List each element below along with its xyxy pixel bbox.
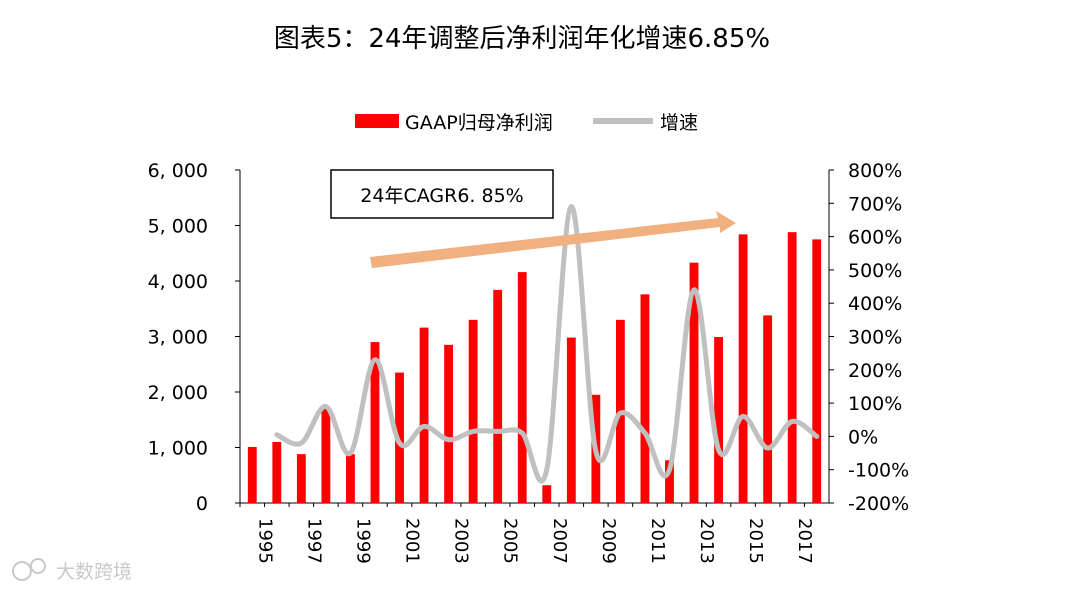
bar-2002 <box>419 327 429 503</box>
bar-2014 <box>714 337 723 503</box>
right-tick-label: 400% <box>848 293 902 315</box>
right-tick-label: 600% <box>848 227 902 249</box>
bar-2016 <box>763 315 773 503</box>
right-tick-label: 500% <box>848 260 902 282</box>
bar-1999 <box>346 454 355 503</box>
right-tick-label: -200% <box>848 493 909 515</box>
bar-1995 <box>247 446 257 503</box>
watermark-logo-icon-2 <box>30 558 46 574</box>
x-tick-label: 2017 <box>794 518 815 564</box>
right-tick-label: 0% <box>848 426 878 448</box>
x-tick-label: 2013 <box>696 518 717 564</box>
bar-2000 <box>370 342 380 503</box>
bar-1998 <box>321 408 331 503</box>
right-axis-ticks: -200% -100% 0% 100% 200% 300% 400% 500% 600% 700%… <box>829 160 909 515</box>
right-tick-label: 800% <box>848 160 902 182</box>
x-tick-label: 2009 <box>598 518 619 564</box>
bar-2017 <box>787 232 797 503</box>
bar-2011 <box>640 294 650 503</box>
x-tick-label: 2007 <box>549 518 570 564</box>
bar-1996 <box>272 441 282 503</box>
bar-2015 <box>738 234 748 503</box>
watermark-logo-icon <box>12 561 32 581</box>
legend-label-line: 增速 <box>660 112 698 134</box>
watermark: 大数跨境 <box>12 558 132 583</box>
left-tick-label: 3, 000 <box>148 327 208 349</box>
legend: GAAP归母净利润 增速 <box>355 112 698 134</box>
bar-2003 <box>444 344 454 503</box>
bar-2004 <box>468 319 478 503</box>
legend-label-bar: GAAP归母净利润 <box>405 112 553 134</box>
right-tick-label: 100% <box>848 393 902 415</box>
bar-2012 <box>665 460 674 503</box>
left-tick-label: 6, 000 <box>148 160 208 182</box>
cagr-text: 24年CAGR6. 85% <box>360 185 523 207</box>
bar-2013 <box>689 262 699 503</box>
x-tick-label: 2001 <box>402 518 423 564</box>
bar-2007 <box>542 485 552 503</box>
x-tick-label: 2015 <box>745 518 766 564</box>
x-tick-label: 1995 <box>254 518 275 564</box>
right-tick-label: 200% <box>848 360 902 382</box>
left-tick-label: 5, 000 <box>148 216 208 238</box>
x-tick-label: 2011 <box>647 518 668 564</box>
growth-line <box>274 204 820 484</box>
bar-1997 <box>296 454 306 503</box>
line-series-layer <box>274 204 820 484</box>
watermark-text: 大数跨境 <box>56 561 132 583</box>
right-tick-label: -100% <box>848 460 909 482</box>
x-tick-label: 1997 <box>303 518 324 564</box>
left-tick-label: 2, 000 <box>148 382 208 404</box>
x-tick-label: 1999 <box>352 518 373 564</box>
x-tick-label: 2003 <box>451 518 472 564</box>
left-axis-ticks: 0 1, 000 2, 000 3, 000 4, 000 5, 000 6, 000 <box>148 160 240 515</box>
bar-2008 <box>566 337 576 503</box>
left-tick-label: 1, 000 <box>148 438 208 460</box>
legend-bar-swatch <box>355 114 399 128</box>
chart-title: 图表5：24年调整后净利润年化增速6.85% <box>274 24 770 54</box>
x-tick-label: 2005 <box>500 518 521 564</box>
bar-2006 <box>517 272 527 503</box>
right-tick-label: 300% <box>848 327 902 349</box>
bar-2018 <box>812 239 822 503</box>
cagr-annotation: 24年CAGR6. 85% <box>330 169 554 219</box>
cagr-box <box>330 169 554 219</box>
x-axis-ticks: 1995 1997 1999 2001 2003 2005 2007 2009 2011 2013… <box>239 503 815 564</box>
right-tick-label: 700% <box>848 193 902 215</box>
trend-arrow <box>370 211 736 268</box>
bar-2005 <box>493 289 503 503</box>
left-tick-label: 4, 000 <box>148 271 208 293</box>
left-tick-label: 0 <box>196 493 208 515</box>
